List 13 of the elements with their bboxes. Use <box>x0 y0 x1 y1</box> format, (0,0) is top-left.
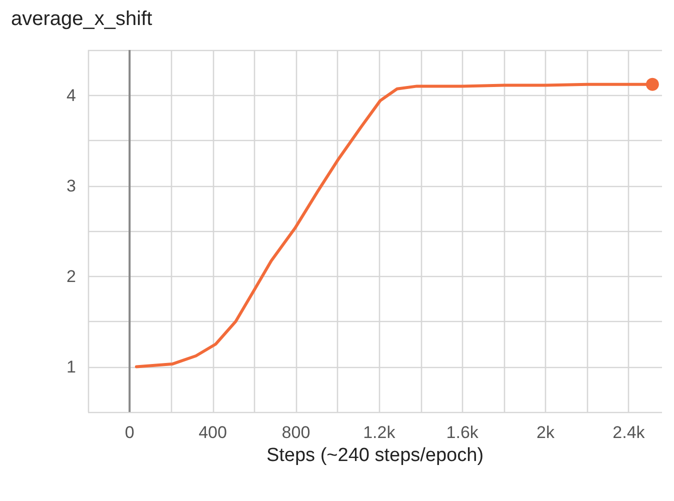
x-tick-label: 2.4k <box>612 423 646 442</box>
x-tick-label: 800 <box>282 423 310 442</box>
y-tick-label: 4 <box>66 86 76 105</box>
x-axis-title: Steps (~240 steps/epoch) <box>266 444 484 466</box>
chart-title: average_x_shift <box>11 8 153 30</box>
x-tick-label: 0 <box>124 423 134 442</box>
y-tick-label: 1 <box>66 357 76 376</box>
x-tick-label: 1.2k <box>363 423 396 442</box>
x-tick-label: 2k <box>536 423 556 442</box>
x-tick-label: 1.6k <box>446 423 479 442</box>
x-tick-label: 400 <box>198 423 227 442</box>
y-tick-label: 3 <box>66 176 76 196</box>
y-tick-label: 2 <box>66 266 76 286</box>
